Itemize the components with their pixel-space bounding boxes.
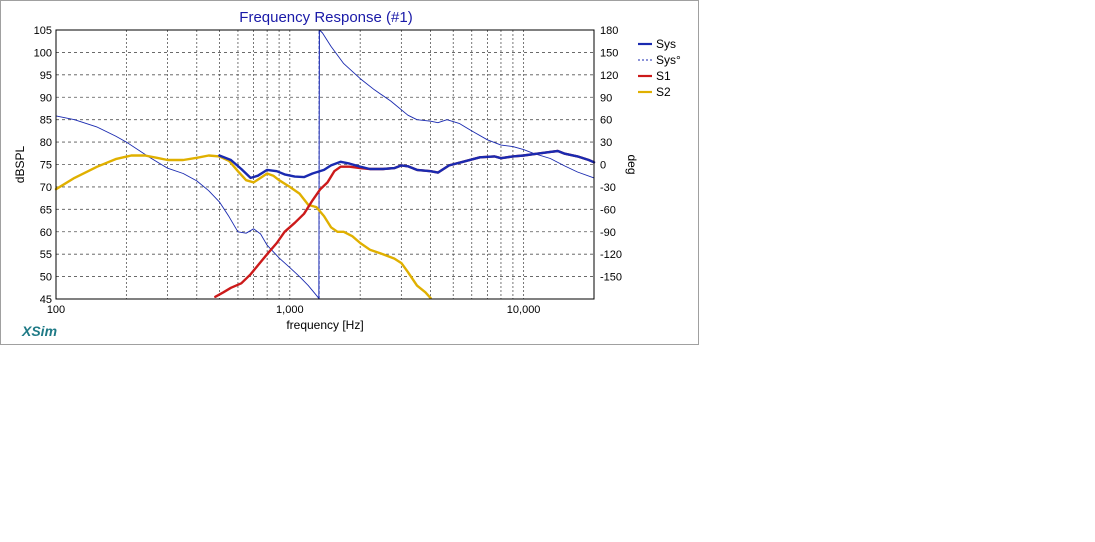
y2-tick-label: -90 — [600, 227, 616, 239]
y-tick-label: 105 — [34, 25, 52, 37]
y2-tick-label: 180 — [600, 25, 618, 37]
legend-label: S1 — [656, 69, 671, 83]
y2-tick-label: 60 — [600, 115, 612, 127]
y-tick-label: 90 — [40, 92, 52, 104]
chart-panel — [0, 0, 699, 345]
y-tick-label: 95 — [40, 70, 52, 82]
y-tick-label: 55 — [40, 249, 52, 261]
legend-label: Sys — [656, 37, 676, 51]
y-axis-label: dBSPL — [13, 145, 27, 183]
x-tick-label: 10,000 — [507, 304, 541, 316]
x-tick-label: 100 — [47, 304, 65, 316]
xsim-logo: XSim — [21, 323, 57, 339]
series-lines — [54, 29, 596, 300]
y2-tick-label: 150 — [600, 47, 618, 59]
y-tick-label: 65 — [40, 204, 52, 216]
legend-label: S2 — [656, 85, 671, 99]
y-tick-label: 45 — [40, 294, 52, 306]
y2-tick-label: -60 — [600, 204, 616, 216]
y-tick-label: 100 — [34, 47, 52, 59]
y-tick-label: 50 — [40, 272, 52, 284]
y2-tick-label: -30 — [600, 182, 616, 194]
y2-tick-label: 90 — [600, 92, 612, 104]
x-tick-label: 1,000 — [276, 304, 304, 316]
y-tick-label: 80 — [40, 137, 52, 149]
plot-area — [55, 29, 595, 300]
series-s2-line — [54, 154, 432, 300]
series-sys-line — [218, 149, 596, 180]
y-tick-label: 70 — [40, 182, 52, 194]
y2-tick-label: 120 — [600, 70, 618, 82]
x-axis-label: frequency [Hz] — [286, 318, 363, 332]
tick-labels: 45 50 55 60 65 70 75 80 85 90 95 100 105 -150 -120 -90 -… — [34, 25, 622, 316]
y-tick-label: 75 — [40, 160, 52, 172]
grid-lines — [56, 30, 594, 299]
legend-label: Sys° — [656, 53, 681, 67]
y2-tick-label: -150 — [600, 272, 622, 284]
legend: Sys Sys° S1 S2 — [638, 37, 681, 99]
y-tick-label: 85 — [40, 115, 52, 127]
y-tick-label: 60 — [40, 227, 52, 239]
y2-tick-label: 0 — [600, 160, 606, 172]
y2-tick-label: 30 — [600, 137, 612, 149]
y2-tick-label: -120 — [600, 249, 622, 261]
chart-title: Frequency Response (#1) — [239, 9, 412, 26]
y2-axis-label: deg — [625, 154, 639, 174]
